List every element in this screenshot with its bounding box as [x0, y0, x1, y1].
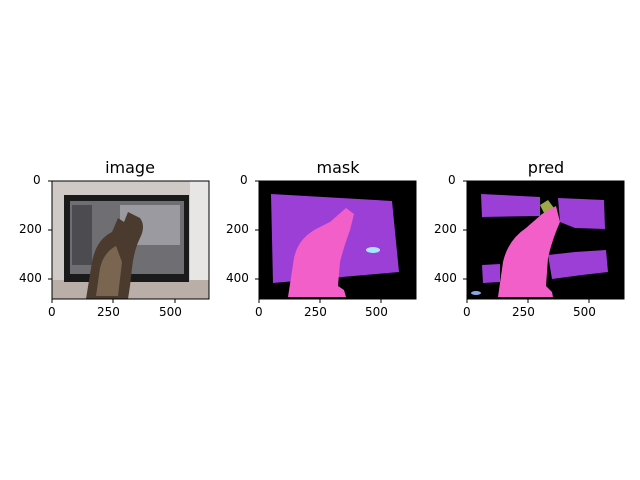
x-tick-250: 250: [304, 305, 327, 319]
cat-region: [498, 206, 560, 297]
y-tick-400: 400: [19, 271, 42, 285]
x-tick-250: 250: [97, 305, 120, 319]
y-tick-400: 400: [434, 271, 457, 285]
y-tick-0: 0: [33, 173, 41, 187]
y-tick-200: 200: [226, 222, 249, 236]
x-tick-500: 500: [159, 305, 182, 319]
tv-region: [481, 194, 540, 217]
cat-region: [288, 208, 354, 297]
y-tick-200: 200: [434, 222, 457, 236]
panel-title: pred: [527, 158, 565, 177]
x-tick-500: 500: [365, 305, 388, 319]
y-tick-400: 400: [226, 271, 249, 285]
y-tick-0: 0: [240, 173, 248, 187]
x-tick-250: 250: [512, 305, 535, 319]
plant-region: [540, 200, 554, 217]
object-region: [471, 291, 481, 295]
y-tick-200: 200: [19, 222, 42, 236]
y-tick-0: 0: [448, 173, 456, 187]
object-region: [366, 247, 380, 253]
panel-title: image: [105, 158, 155, 177]
x-tick-0: 0: [255, 305, 263, 319]
x-tick-0: 0: [48, 305, 56, 319]
x-tick-0: 0: [463, 305, 471, 319]
panel-title: mask: [316, 158, 360, 177]
x-tick-500: 500: [573, 305, 596, 319]
